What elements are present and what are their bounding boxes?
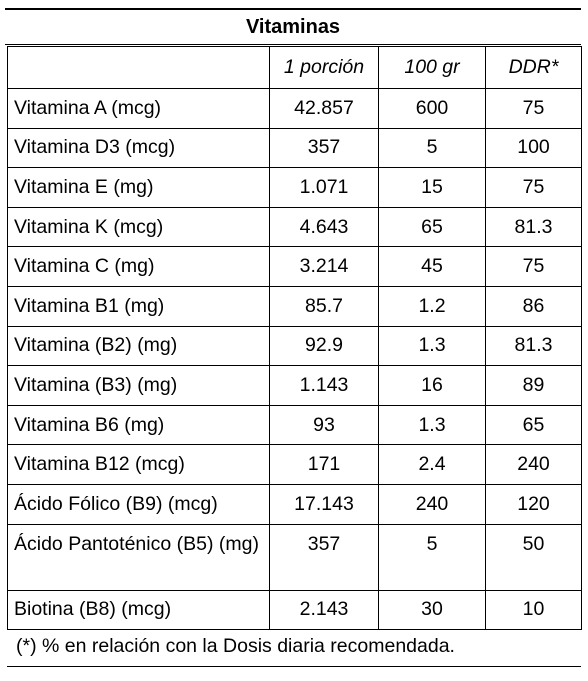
table-row: Vitamina (B3) (mg) 1.143 16 89	[7, 365, 582, 406]
header-row: 1 porción 100 gr DDR*	[7, 46, 582, 89]
table-row: Vitamina A (mcg) 42.857 600 75	[7, 88, 582, 129]
table-header: 1 porción 100 gr DDR*	[7, 46, 582, 89]
row-per-100g: 15	[378, 167, 486, 208]
row-ddr: 65	[485, 404, 582, 446]
row-ddr: 75	[485, 167, 582, 208]
table-row: Vitamina E (mg) 1.071 15 75	[7, 167, 582, 208]
row-ddr: 100	[485, 127, 582, 169]
row-ddr: 89	[485, 365, 582, 406]
row-ddr: 50	[485, 523, 582, 591]
row-name: Vitamina E (mg)	[7, 167, 270, 208]
table-body: Vitamina A (mcg) 42.857 600 75 Vitamina …	[7, 88, 582, 631]
row-per-100g: 30	[378, 589, 486, 631]
row-portion: 42.857	[269, 88, 379, 129]
table-row: Vitamina B6 (mg) 93 1.3 65	[7, 404, 582, 446]
table-row: Vitamina D3 (mcg) 357 5 100	[7, 127, 582, 169]
row-per-100g: 45	[378, 246, 486, 287]
row-ddr: 81.3	[485, 325, 582, 367]
row-portion: 85.7	[269, 285, 379, 327]
row-ddr: 75	[485, 88, 582, 129]
row-name: Vitamina B6 (mg)	[7, 404, 270, 446]
table-row: Vitamina B12 (mcg) 171 2.4 240	[7, 444, 582, 485]
row-per-100g: 2.4	[378, 444, 486, 485]
row-per-100g: 65	[378, 206, 486, 248]
header-name	[7, 46, 270, 89]
row-name: Vitamina A (mcg)	[7, 88, 270, 129]
table-row: Biotina (B8) (mcg) 2.143 30 10	[7, 589, 582, 631]
table-title: Vitaminas	[5, 8, 581, 45]
table-row: Ácido Fólico (B9) (mcg) 17.143 240 120	[7, 483, 582, 525]
row-portion: 4.643	[269, 206, 379, 248]
table-row: Vitamina (B2) (mg) 92.9 1.3 81.3	[7, 325, 582, 367]
row-portion: 171	[269, 444, 379, 485]
row-per-100g: 1.3	[378, 404, 486, 446]
vitamins-table: 1 porción 100 gr DDR* Vitamina A (mcg) 4…	[7, 46, 582, 631]
row-per-100g: 600	[378, 88, 486, 129]
table-row: Vitamina K (mcg) 4.643 65 81.3	[7, 206, 582, 248]
header-per-100g: 100 gr	[378, 46, 486, 89]
row-name: Vitamina D3 (mcg)	[7, 127, 270, 169]
row-ddr: 10	[485, 589, 582, 631]
row-portion: 93	[269, 404, 379, 446]
row-portion: 92.9	[269, 325, 379, 367]
row-per-100g: 240	[378, 483, 486, 525]
row-name: Vitamina K (mcg)	[7, 206, 270, 248]
row-name: Vitamina B12 (mcg)	[7, 444, 270, 485]
row-portion: 2.143	[269, 589, 379, 631]
row-name: Vitamina B1 (mg)	[7, 285, 270, 327]
row-name: Ácido Fólico (B9) (mcg)	[7, 483, 270, 525]
header-ddr: DDR*	[485, 46, 582, 89]
footnote: (*) % en relación con la Dosis diaria re…	[7, 631, 581, 667]
table-row: Vitamina B1 (mg) 85.7 1.2 86	[7, 285, 582, 327]
row-ddr: 81.3	[485, 206, 582, 248]
table-row: Vitamina C (mg) 3.214 45 75	[7, 246, 582, 287]
row-per-100g: 1.2	[378, 285, 486, 327]
row-portion: 17.143	[269, 483, 379, 525]
row-portion: 3.214	[269, 246, 379, 287]
row-per-100g: 1.3	[378, 325, 486, 367]
row-name: Vitamina (B3) (mg)	[7, 365, 270, 406]
row-ddr: 75	[485, 246, 582, 287]
row-portion: 1.071	[269, 167, 379, 208]
row-ddr: 86	[485, 285, 582, 327]
row-portion: 357	[269, 523, 379, 591]
row-name: Vitamina (B2) (mg)	[7, 325, 270, 367]
header-portion: 1 porción	[269, 46, 379, 89]
row-per-100g: 16	[378, 365, 486, 406]
row-ddr: 120	[485, 483, 582, 525]
row-name: Biotina (B8) (mcg)	[7, 589, 270, 631]
row-portion: 1.143	[269, 365, 379, 406]
row-portion: 357	[269, 127, 379, 169]
table-row: Ácido Pantoténico (B5) (mg) 357 5 50	[7, 523, 582, 591]
row-per-100g: 5	[378, 127, 486, 169]
row-ddr: 240	[485, 444, 582, 485]
row-per-100g: 5	[378, 523, 486, 591]
row-name: Vitamina C (mg)	[7, 246, 270, 287]
row-name: Ácido Pantoténico (B5) (mg)	[7, 523, 270, 591]
